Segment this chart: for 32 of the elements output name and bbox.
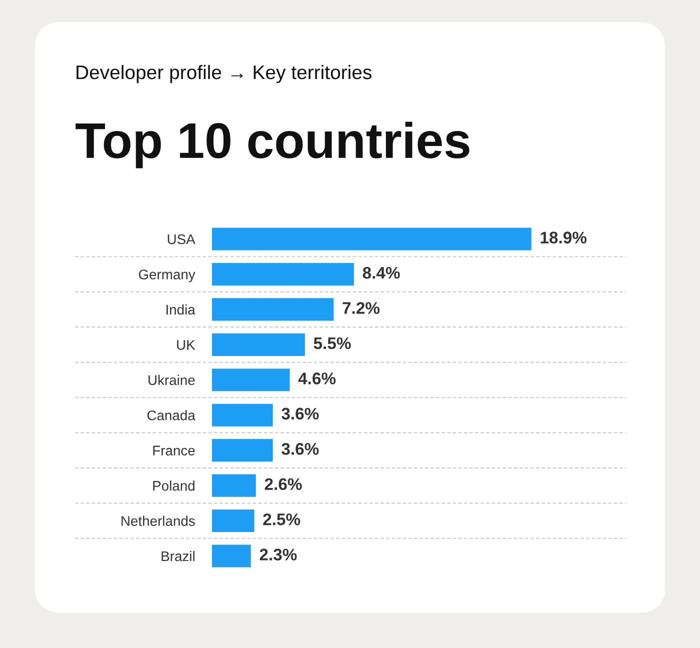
y-tick-label: Ukraine bbox=[148, 374, 195, 386]
data-label: 2.3% bbox=[260, 548, 297, 560]
bar bbox=[212, 368, 290, 392]
data-label: 2.5% bbox=[263, 513, 300, 526]
y-tick-label: UK bbox=[177, 340, 196, 350]
chart-title: Top 10 countries bbox=[76, 122, 470, 168]
data-label: 7.2% bbox=[342, 302, 380, 314]
y-tick-label: Brazil bbox=[162, 550, 194, 562]
bar bbox=[212, 404, 273, 426]
y-tick-label: Netherlands bbox=[122, 516, 195, 526]
data-label: 3.6% bbox=[282, 443, 319, 455]
y-tick-label: Poland bbox=[153, 480, 194, 491]
y-tick-label: USA bbox=[168, 234, 196, 244]
bar bbox=[212, 262, 354, 286]
y-tick-label: France bbox=[153, 446, 195, 456]
chart-subtitle: Developer profile → Key territories bbox=[76, 64, 372, 84]
data-label: 4.6% bbox=[298, 372, 336, 384]
data-label: 2.6% bbox=[264, 478, 302, 490]
y-tick-label: India bbox=[166, 304, 196, 315]
y-tick-label: Germany bbox=[138, 270, 196, 282]
bar bbox=[212, 439, 273, 462]
data-label: 18.9% bbox=[540, 232, 587, 244]
bar bbox=[212, 298, 334, 321]
data-label: 8.4% bbox=[362, 266, 400, 279]
data-label: 5.5% bbox=[314, 337, 351, 350]
bar bbox=[212, 544, 251, 568]
bar bbox=[212, 474, 256, 497]
y-tick-label: Canada bbox=[147, 410, 196, 420]
data-label: 3.6% bbox=[282, 408, 319, 420]
bar bbox=[212, 228, 532, 250]
bar bbox=[212, 333, 305, 356]
bar bbox=[212, 510, 254, 532]
